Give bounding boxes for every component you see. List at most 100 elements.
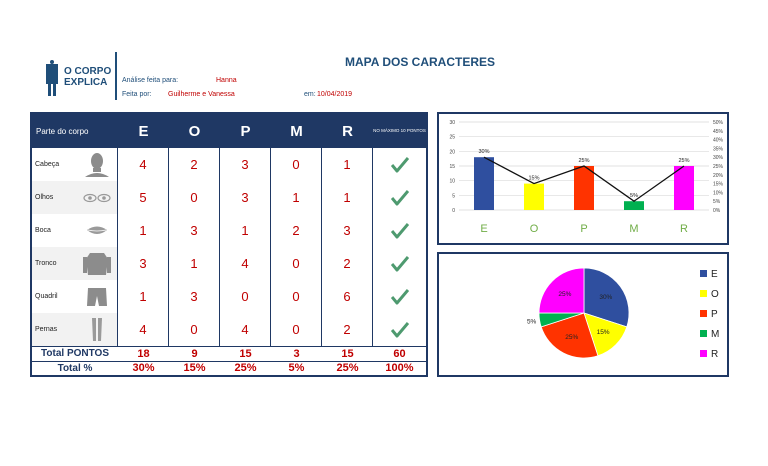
pie-slice-E <box>583 267 630 328</box>
header-max-points: NO MÁXIMO 10 PONTOS <box>373 114 426 148</box>
x-tick-label: M <box>629 223 638 235</box>
character-table: Parte do corpo E O P M R NO MÁXIMO 10 PONTOS Ca… <box>30 112 428 377</box>
row-label-text: Quadril <box>35 293 58 300</box>
score-cell: 0 <box>271 280 322 313</box>
legs-icon <box>81 317 113 342</box>
bar-chart-panel: 0 5 10 15 20 25 30 0% 5% 10% 15% 20% 25% 30% 35% 40% 45%… <box>437 112 729 245</box>
pie-data-label: 25% <box>565 334 578 341</box>
score-cell: 0 <box>271 313 322 346</box>
score-cell: 3 <box>169 280 220 313</box>
made-by-label: Feita por: <box>122 91 152 98</box>
mouth-icon <box>81 218 113 243</box>
legend-swatch-E <box>700 270 707 277</box>
score-cell: 3 <box>118 247 169 280</box>
y-tick-label: 10 <box>449 179 455 185</box>
row-label-quadril: Quadril <box>32 280 118 313</box>
total-points-label: Total PONTOS <box>41 348 109 359</box>
legend-label-E: E <box>711 269 718 280</box>
total-points-value: 18 <box>137 347 150 360</box>
bar-O <box>524 183 544 210</box>
score-cell: 1 <box>220 214 271 247</box>
legend-swatch-P <box>700 310 707 317</box>
row-label-text: Olhos <box>35 194 54 201</box>
score-cell: 0 <box>271 247 322 280</box>
header-R: R <box>322 114 373 148</box>
pie-data-label: 15% <box>597 329 610 336</box>
total-percent-value: 30% <box>132 362 155 374</box>
header-O: O <box>169 114 220 148</box>
score-cell: 1 <box>169 247 220 280</box>
y2-tick-label: 0% <box>713 208 721 214</box>
score-cell: 0 <box>169 181 220 214</box>
score-cell: 4 <box>220 313 271 346</box>
score-cell: 1 <box>118 214 169 247</box>
page-title: MAPA DOS CARACTERES <box>344 55 495 69</box>
made-by-value: Guilherme e Vanessa <box>168 91 235 98</box>
table-row: Pernas 4 0 4 0 2 <box>32 313 426 346</box>
analysis-value: Hanna <box>216 77 237 84</box>
percent-data-label: 25% <box>678 158 689 164</box>
legend-swatch-R <box>700 350 707 357</box>
table-row: Boca 1 3 1 2 3 <box>32 214 426 247</box>
total-percent-value: 100% <box>385 362 414 374</box>
percent-divider <box>32 361 426 362</box>
header-M: M <box>271 114 322 148</box>
header-corner: Parte do corpo <box>32 114 118 148</box>
check-icon <box>373 247 426 280</box>
score-cell: 0 <box>271 148 322 181</box>
table-row: Olhos 5 0 3 1 1 <box>32 181 426 214</box>
row-label-pernas: Pernas <box>32 313 118 346</box>
score-cell: 2 <box>271 214 322 247</box>
analysis-label: Análise feita para: <box>122 77 179 84</box>
pie-data-label: 25% <box>558 291 571 298</box>
x-tick-label: R <box>680 223 688 235</box>
total-points-value: 3 <box>293 347 300 360</box>
table-row: Tronco 3 1 4 0 2 <box>32 247 426 280</box>
bar-chart: 0 5 10 15 20 25 30 0% 5% 10% 15% 20% 25% 30% 35% 40% 45%… <box>449 120 724 235</box>
y2-tick-label: 25% <box>713 164 724 170</box>
row-label-text: Pernas <box>35 326 58 333</box>
score-cell: 1 <box>118 280 169 313</box>
y-tick-label: 30 <box>449 120 455 126</box>
legend-label-O: O <box>711 289 719 300</box>
bar-E <box>474 157 494 210</box>
legend-label-R: R <box>711 349 718 360</box>
score-cell: 3 <box>220 181 271 214</box>
score-cell: 0 <box>169 313 220 346</box>
bar-R <box>674 166 694 210</box>
row-label-text: Boca <box>35 227 51 234</box>
y-tick-label: 25 <box>449 135 455 141</box>
row-label-boca: Boca <box>32 214 118 247</box>
logo-text-line1: O CORPO <box>64 66 112 77</box>
score-cell: 3 <box>322 214 373 247</box>
score-cell: 1 <box>322 181 373 214</box>
percent-data-label: 25% <box>578 158 589 164</box>
row-label-tronco: Tronco <box>32 247 118 280</box>
y2-tick-label: 35% <box>713 146 724 152</box>
y-tick-label: 15 <box>449 164 455 170</box>
legend-label-P: P <box>711 309 718 320</box>
pie-slice-P <box>540 312 599 359</box>
total-percent-value: 25% <box>234 362 257 374</box>
check-icon <box>373 181 426 214</box>
y2-tick-label: 20% <box>713 173 724 179</box>
check-icon <box>373 214 426 247</box>
pie-slice-R <box>538 267 585 314</box>
total-percent-label: Total % <box>57 362 93 374</box>
table-row: Cabeça 4 2 3 0 1 <box>32 148 426 181</box>
y2-tick-label: 15% <box>713 182 724 188</box>
legend-swatch-O <box>700 290 707 297</box>
score-cell: 2 <box>169 148 220 181</box>
y2-tick-label: 30% <box>713 155 724 161</box>
pie-chart-panel: 30% 15% 25% 5% 25% E O P M R <box>437 252 729 377</box>
header-E: E <box>118 114 169 148</box>
header-P: P <box>220 114 271 148</box>
total-points-value: 9 <box>191 347 198 360</box>
y2-tick-label: 5% <box>713 199 721 205</box>
row-label-cabeça: Cabeça <box>32 148 118 181</box>
logo-icon <box>46 60 58 96</box>
legend-label-M: M <box>711 329 719 340</box>
bar-P <box>574 166 594 210</box>
percent-line <box>483 156 685 202</box>
